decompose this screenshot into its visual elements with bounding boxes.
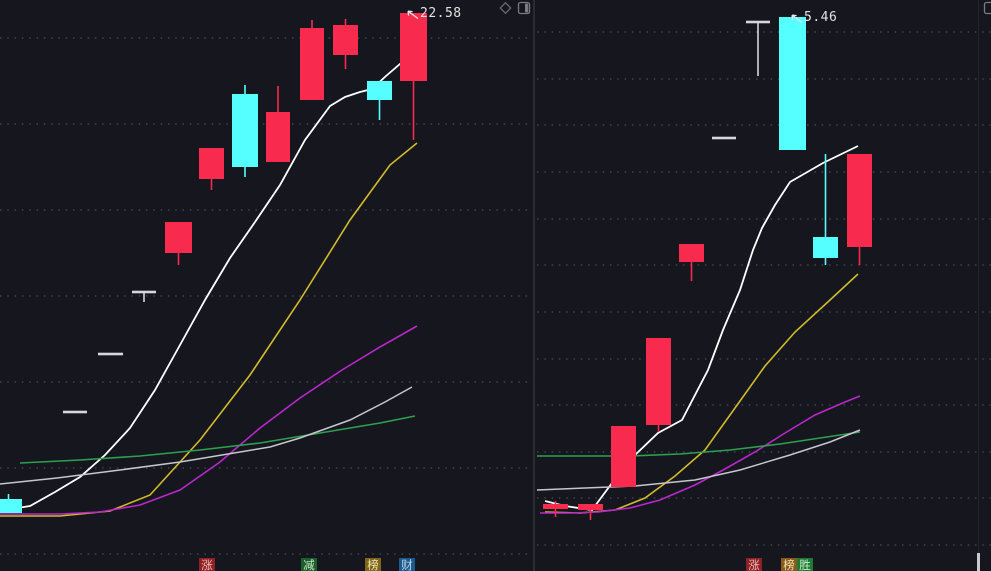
price-flag-left: 22.58 bbox=[405, 6, 462, 21]
tag-badge-涨[interactable]: 涨 bbox=[746, 558, 762, 571]
ma-line-magenta bbox=[0, 325, 418, 515]
ma-line-gray bbox=[536, 429, 861, 491]
right-chart-panel[interactable] bbox=[536, 17, 991, 546]
candle-body bbox=[0, 499, 22, 513]
candle-body bbox=[813, 237, 838, 258]
ma-line-yellow bbox=[0, 142, 418, 517]
candle-body bbox=[847, 154, 872, 247]
candle-body bbox=[266, 112, 290, 162]
doji-candle bbox=[98, 352, 123, 356]
tag-badge-胜[interactable]: 胜 bbox=[797, 558, 813, 571]
tag-badge-榜[interactable]: 榜 bbox=[365, 558, 381, 571]
candle-body bbox=[543, 504, 568, 509]
candle-body bbox=[199, 148, 224, 179]
ma-line-gray bbox=[0, 386, 413, 485]
diamond-icon[interactable] bbox=[498, 1, 513, 15]
journal-icon[interactable] bbox=[517, 1, 531, 15]
candle-body bbox=[578, 504, 603, 510]
candle-body bbox=[165, 222, 192, 253]
ma-line-white bbox=[544, 145, 859, 511]
price-arrow-icon bbox=[407, 10, 419, 20]
tag-badge-财[interactable]: 财 bbox=[399, 558, 415, 571]
scrollbar-thumb[interactable] bbox=[977, 553, 980, 571]
chart-toolbar bbox=[498, 1, 531, 15]
candle-body bbox=[400, 13, 427, 81]
candle-body bbox=[367, 81, 392, 100]
price-flag-right: 5.46 bbox=[789, 10, 837, 25]
doji-candle bbox=[746, 20, 770, 24]
panel-divider bbox=[533, 0, 535, 571]
doji-candle bbox=[63, 410, 87, 414]
price-value: 5.46 bbox=[804, 10, 838, 25]
price-arrow-icon bbox=[791, 14, 803, 24]
tag-badge-涨[interactable]: 涨 bbox=[199, 558, 215, 571]
tag-badge-减[interactable]: 减 bbox=[301, 558, 317, 571]
ma-line-yellow bbox=[544, 273, 859, 514]
left-chart-panel[interactable] bbox=[0, 13, 533, 555]
candle-body bbox=[679, 244, 704, 262]
tag-badge-榜[interactable]: 榜 bbox=[781, 558, 797, 571]
candle-body bbox=[779, 17, 806, 150]
candle-body bbox=[333, 25, 358, 55]
ma-line-green bbox=[19, 415, 416, 464]
ma-line-white bbox=[4, 56, 413, 511]
ma-line-green bbox=[537, 431, 861, 457]
journal-icon[interactable] bbox=[983, 1, 991, 15]
candle-body bbox=[232, 94, 258, 167]
candle-body bbox=[646, 338, 671, 425]
candle-body bbox=[300, 28, 324, 100]
candle-body bbox=[611, 426, 636, 487]
price-value: 22.58 bbox=[420, 6, 462, 21]
doji-candle bbox=[712, 136, 736, 140]
doji-candle bbox=[132, 290, 156, 294]
right-edge-line bbox=[978, 0, 979, 571]
